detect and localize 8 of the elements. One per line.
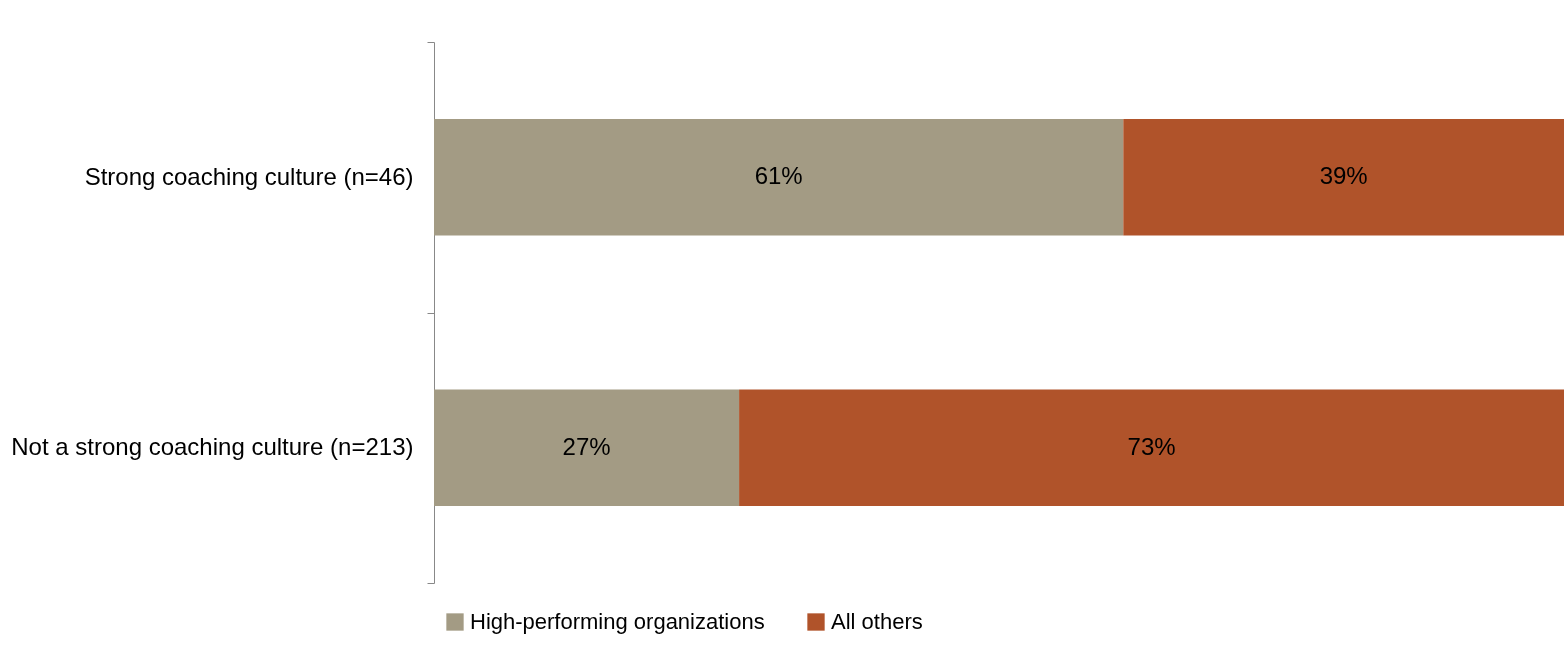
data-label: 27% [562, 432, 611, 460]
data-label: 61% [754, 162, 803, 190]
legend-label: High-performing organizations [470, 609, 765, 634]
data-label: 39% [1319, 162, 1368, 190]
legend-label: All others [831, 609, 923, 634]
data-label: 73% [1127, 432, 1176, 460]
y-tick-label: Not a strong coaching culture (n=213) [11, 433, 414, 461]
y-tick-label: Strong coaching culture (n=46) [84, 162, 414, 190]
